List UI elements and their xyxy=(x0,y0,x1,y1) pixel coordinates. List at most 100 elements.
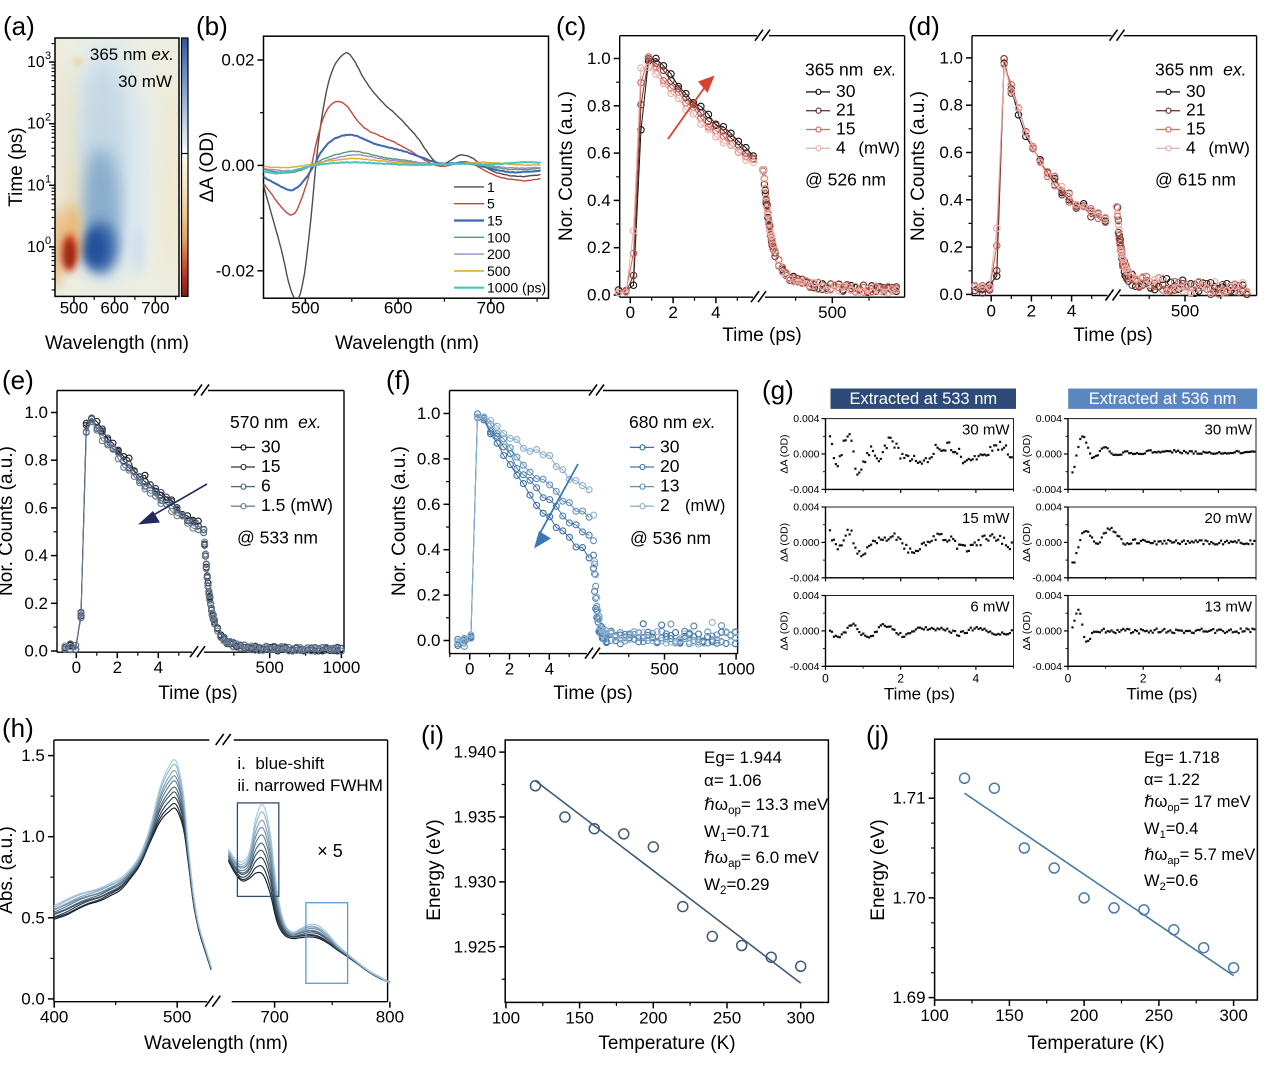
svg-text:(mW): (mW) xyxy=(685,497,725,515)
svg-text:700: 700 xyxy=(260,1008,288,1027)
svg-text:ℏωop= 17 meV: ℏωop= 17 meV xyxy=(1144,793,1251,814)
svg-text:ℏωop= 13.3 meV: ℏωop= 13.3 meV xyxy=(704,795,829,817)
svg-text:(g): (g) xyxy=(762,375,794,405)
svg-text:100: 100 xyxy=(920,1006,948,1025)
svg-text:700: 700 xyxy=(477,299,505,318)
svg-text:570 nm ex.: 570 nm ex. xyxy=(230,412,321,432)
svg-text:W2=0.29: W2=0.29 xyxy=(704,875,769,897)
svg-text:× 5: × 5 xyxy=(317,841,343,861)
svg-text:600: 600 xyxy=(100,299,128,318)
svg-text:0.00: 0.00 xyxy=(221,156,254,175)
svg-text:ℏωap= 6.0 meV: ℏωap= 6.0 meV xyxy=(704,848,819,870)
svg-text:30 mW: 30 mW xyxy=(118,72,172,91)
svg-text:1: 1 xyxy=(45,173,51,185)
svg-text:Time (ps): Time (ps) xyxy=(6,127,27,207)
svg-text:0.0: 0.0 xyxy=(21,989,45,1008)
svg-text:0: 0 xyxy=(626,303,635,322)
svg-text:α= 1.22: α= 1.22 xyxy=(1144,771,1200,789)
svg-text:4: 4 xyxy=(836,137,846,157)
svg-text:1.0: 1.0 xyxy=(24,403,48,422)
svg-text:30: 30 xyxy=(261,436,281,456)
svg-text:250: 250 xyxy=(713,1008,741,1027)
svg-text:0.004: 0.004 xyxy=(1036,413,1062,425)
svg-text:W1=0.71: W1=0.71 xyxy=(704,822,769,844)
svg-text:0.000: 0.000 xyxy=(793,449,819,461)
svg-text:0.0: 0.0 xyxy=(587,286,611,305)
svg-text:10: 10 xyxy=(27,54,45,71)
svg-text:0.000: 0.000 xyxy=(1036,625,1062,637)
svg-text:Time (ps): Time (ps) xyxy=(158,683,238,704)
svg-text:0: 0 xyxy=(1065,671,1072,685)
svg-text:1.71: 1.71 xyxy=(893,789,926,808)
svg-text:21: 21 xyxy=(836,100,855,120)
svg-text:(h): (h) xyxy=(2,713,34,743)
svg-text:0.4: 0.4 xyxy=(24,546,48,565)
svg-text:2: 2 xyxy=(1027,302,1036,321)
svg-text:2: 2 xyxy=(505,660,514,679)
svg-text:100: 100 xyxy=(492,1008,520,1027)
svg-text:Time (ps): Time (ps) xyxy=(884,684,955,703)
svg-text:@ 536 nm: @ 536 nm xyxy=(630,528,711,548)
svg-text:365 nm ex.: 365 nm ex. xyxy=(90,45,174,64)
svg-text:0.5: 0.5 xyxy=(21,908,45,927)
svg-text:680 nm ex.: 680 nm ex. xyxy=(629,412,716,432)
svg-text:0.000: 0.000 xyxy=(1036,449,1062,461)
svg-text:30 mW: 30 mW xyxy=(1204,422,1252,439)
svg-text:Temperature (K): Temperature (K) xyxy=(598,1033,735,1054)
svg-text:0.6: 0.6 xyxy=(587,144,611,163)
svg-text:200: 200 xyxy=(487,246,511,262)
svg-text:500: 500 xyxy=(818,303,846,322)
svg-text:Wavelength (nm): Wavelength (nm) xyxy=(144,1033,288,1054)
svg-text:ΔA (OD): ΔA (OD) xyxy=(1021,611,1033,650)
svg-text:Nor. Counts (a.u.): Nor. Counts (a.u.) xyxy=(556,91,577,241)
svg-text:3: 3 xyxy=(45,50,51,62)
svg-text:500: 500 xyxy=(60,299,88,318)
svg-text:Eg= 1.944: Eg= 1.944 xyxy=(704,748,782,767)
svg-text:2: 2 xyxy=(1140,671,1147,685)
svg-text:α= 1.06: α= 1.06 xyxy=(704,771,762,790)
svg-text:0.4: 0.4 xyxy=(587,191,611,210)
svg-text:1.70: 1.70 xyxy=(893,888,926,907)
svg-text:1.925: 1.925 xyxy=(454,937,497,956)
svg-text:1000: 1000 xyxy=(717,660,755,679)
svg-text:ΔA (OD): ΔA (OD) xyxy=(1021,523,1033,562)
svg-text:1.930: 1.930 xyxy=(454,872,497,891)
svg-text:0.000: 0.000 xyxy=(1036,537,1062,549)
svg-text:1.940: 1.940 xyxy=(454,743,497,762)
svg-text:4: 4 xyxy=(1186,137,1196,157)
svg-text:-0.004: -0.004 xyxy=(790,572,820,584)
svg-text:@ 615 nm: @ 615 nm xyxy=(1155,169,1236,189)
svg-text:10: 10 xyxy=(27,239,45,256)
svg-text:0.004: 0.004 xyxy=(793,590,819,602)
svg-text:Temperature (K): Temperature (K) xyxy=(1027,1033,1164,1054)
svg-text:0.8: 0.8 xyxy=(417,449,441,468)
svg-text:800: 800 xyxy=(376,1008,404,1027)
svg-text:500: 500 xyxy=(256,658,284,677)
svg-text:Energy (eV): Energy (eV) xyxy=(868,819,889,920)
svg-text:(i): (i) xyxy=(421,720,444,750)
svg-text:(mW): (mW) xyxy=(1208,138,1250,157)
svg-text:0: 0 xyxy=(72,658,81,677)
svg-text:(c): (c) xyxy=(556,11,586,41)
svg-text:0.2: 0.2 xyxy=(417,586,441,605)
svg-text:ℏωap= 5.7 meV: ℏωap= 5.7 meV xyxy=(1144,846,1255,867)
svg-text:1.5: 1.5 xyxy=(21,746,45,765)
svg-text:Abs. (a.u.): Abs. (a.u.) xyxy=(0,826,17,914)
svg-text:Extracted at 533 nm: Extracted at 533 nm xyxy=(849,390,997,408)
svg-text:500: 500 xyxy=(163,1008,191,1027)
svg-text:500: 500 xyxy=(291,299,319,318)
svg-text:1.0: 1.0 xyxy=(21,827,45,846)
svg-text:0: 0 xyxy=(822,671,829,685)
svg-text:700: 700 xyxy=(141,299,169,318)
svg-text:0.0: 0.0 xyxy=(417,631,441,650)
svg-text:0.8: 0.8 xyxy=(587,96,611,115)
svg-text:0: 0 xyxy=(45,235,51,247)
svg-text:15: 15 xyxy=(487,213,503,229)
svg-text:0.4: 0.4 xyxy=(939,190,963,209)
svg-text:6 mW: 6 mW xyxy=(970,599,1010,616)
svg-text:ΔA (OD): ΔA (OD) xyxy=(779,523,791,562)
svg-text:4: 4 xyxy=(1067,302,1076,321)
svg-text:Extracted at 536 nm: Extracted at 536 nm xyxy=(1089,390,1237,408)
svg-text:-0.004: -0.004 xyxy=(790,661,820,673)
svg-text:2: 2 xyxy=(45,112,51,124)
